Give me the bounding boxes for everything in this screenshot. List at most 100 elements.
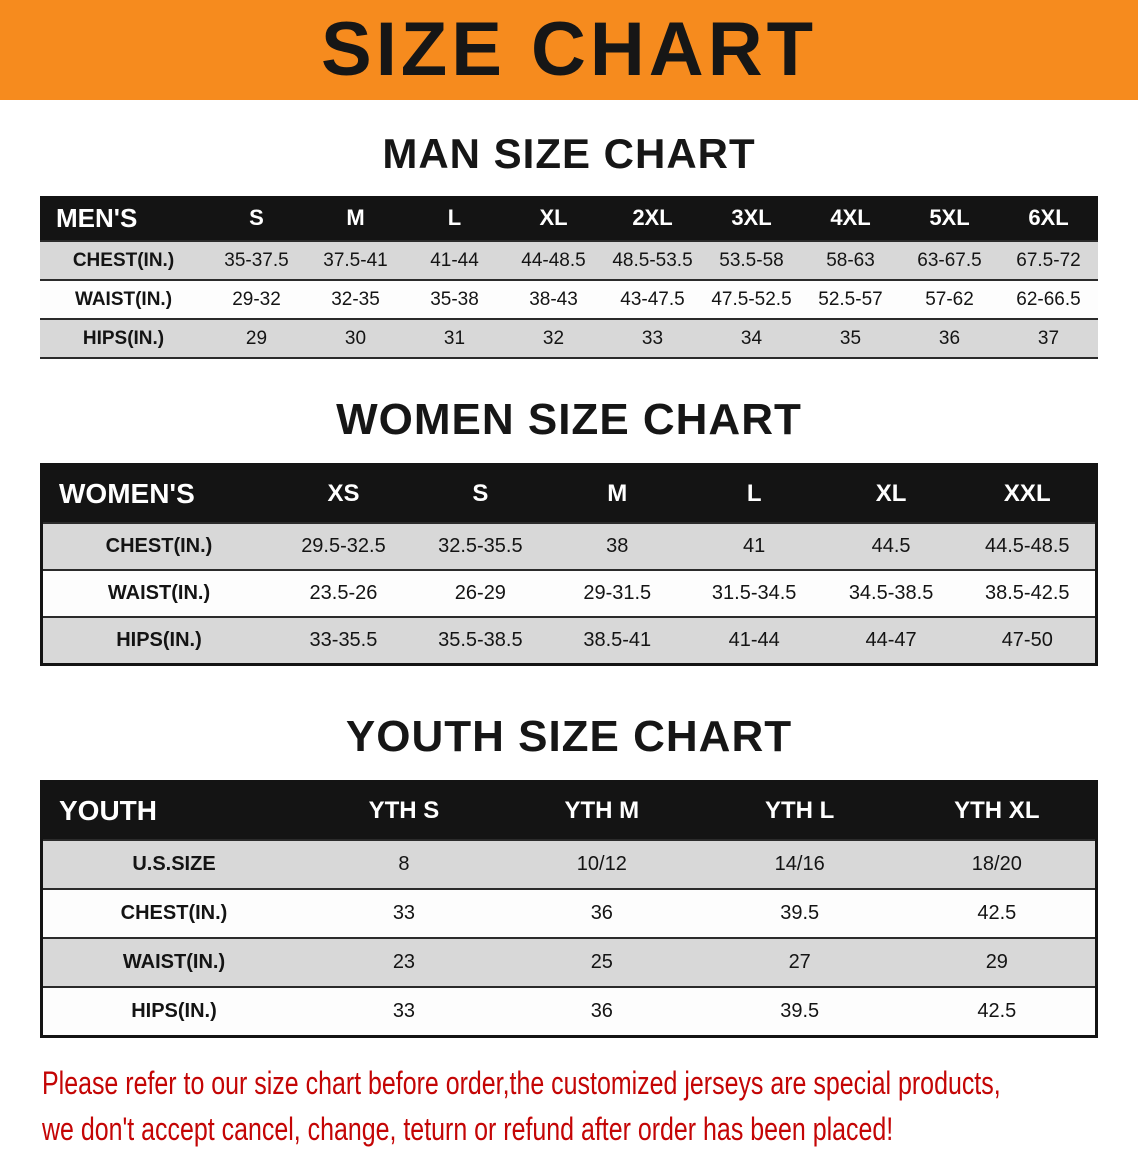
size-value-cell: 42.5 <box>977 1000 1017 1022</box>
row-label-cell: HIPS(IN.) <box>116 629 202 651</box>
size-value-cell: 47-50 <box>1001 629 1053 651</box>
measurement-row: CHEST(IN.) 35-37.5 37.5-41 41-44 44-48.5 48.5… <box>40 241 1098 280</box>
size-column-header: YTH M <box>502 781 701 840</box>
women-section-heading: WOMEN SIZE CHART <box>336 395 802 444</box>
size-value-cell: 36 <box>938 327 961 349</box>
table-title-cell: WOMEN'S <box>41 464 275 523</box>
row-label-cell: CHEST(IN.) <box>72 249 175 271</box>
size-value-cell: 62-66.5 <box>1016 288 1081 310</box>
size-value-cell: 53.5-58 <box>719 249 784 271</box>
size-value-cell: 42.5 <box>977 902 1017 924</box>
header-row: WOMEN'S XS S M L XL XXL <box>41 464 1097 523</box>
youth-section: YOUTH SIZE CHART YOUTH YTH S YTH M YTH L YTH… <box>0 712 1138 1038</box>
measurement-row: HIPS(IN.) 33 36 39.5 42.5 <box>41 987 1097 1037</box>
size-column-header: 5XL <box>900 196 999 241</box>
notice-line-2: we don't accept cancel, change, teturn o… <box>42 1111 894 1148</box>
row-label-cell: HIPS(IN.) <box>82 327 165 349</box>
size-value-cell: 32 <box>542 327 565 349</box>
women-size-table: WOMEN'S XS S M L XL XXL CHEST(IN.) 29.5-32.5 32.5… <box>40 463 1098 666</box>
size-value-cell: 39.5 <box>780 902 820 924</box>
size-value-cell: 27 <box>788 951 811 973</box>
size-value-cell: 63-67.5 <box>917 249 982 271</box>
size-column-header: 3XL <box>702 196 801 241</box>
size-value-cell: 39.5 <box>780 1000 820 1022</box>
notice-line-2-wrap: we don't accept cancel, change, teturn o… <box>42 1106 1138 1152</box>
men-size-table: MEN'S S M L XL 2XL 3XL 4XL 5XL 6XL CHEST(IN.) 35-37… <box>40 196 1098 359</box>
size-value-cell: 33 <box>392 1000 416 1022</box>
header-row: YOUTH YTH S YTH M YTH L YTH XL <box>41 781 1097 840</box>
size-value-cell: 36 <box>590 902 613 924</box>
notice-line-1-wrap: Please refer to our size chart before or… <box>42 1060 1138 1106</box>
size-value-cell: 41-44 <box>728 629 780 651</box>
size-column-header: 4XL <box>801 196 900 241</box>
row-label-cell: WAIST(IN.) <box>107 582 211 604</box>
size-value-cell: 35.5-38.5 <box>438 629 523 651</box>
size-value-cell: 23 <box>392 951 416 973</box>
size-value-cell: 67.5-72 <box>1016 249 1081 271</box>
measurement-row: HIPS(IN.) 33-35.5 35.5-38.5 38.5-41 41-44 44-… <box>41 617 1097 665</box>
size-column-header: 6XL <box>999 196 1098 241</box>
size-value-cell: 35 <box>839 327 862 349</box>
size-value-cell: 32-35 <box>331 288 380 310</box>
size-value-cell: 44-48.5 <box>521 249 586 271</box>
size-column-header: XXL <box>959 464 1097 523</box>
size-value-cell: 8 <box>398 853 410 875</box>
page-title: SIZE CHART <box>321 7 817 92</box>
size-column-header: L <box>405 196 504 241</box>
size-column-header: YTH S <box>305 781 503 840</box>
size-value-cell: 43-47.5 <box>620 288 685 310</box>
size-value-cell: 34.5-38.5 <box>848 582 934 604</box>
size-value-cell: 32.5-35.5 <box>438 535 523 557</box>
size-column-header: YTH L <box>700 781 899 840</box>
men-section: MAN SIZE CHART MEN'S S M L XL 2XL 3XL 4XL 5XL 6XL… <box>0 130 1138 359</box>
size-value-cell: 23.5-26 <box>309 582 378 604</box>
size-value-cell: 37.5-41 <box>323 249 388 271</box>
size-column-header: M <box>306 196 405 241</box>
size-value-cell: 18/20 <box>971 853 1022 875</box>
size-value-cell: 47.5-52.5 <box>711 288 792 310</box>
size-value-cell: 14/16 <box>774 853 825 875</box>
measurement-row: CHEST(IN.) 29.5-32.5 32.5-35.5 38 41 44.5 44.5… <box>41 523 1097 570</box>
size-value-cell: 10/12 <box>576 853 627 875</box>
size-value-cell: 35-38 <box>430 288 479 310</box>
size-value-cell: 34 <box>740 327 763 349</box>
table-title-cell: YOUTH <box>41 781 305 840</box>
measurement-row: WAIST(IN.) 23.5-26 26-29 29-31.5 31.5-34.5 34… <box>41 570 1097 617</box>
measurement-row: HIPS(IN.) 29 30 31 32 33 34 35 36 37 <box>40 319 1098 358</box>
measurement-row: CHEST(IN.) 33 36 39.5 42.5 <box>41 889 1097 938</box>
size-value-cell: 38.5-42.5 <box>985 582 1070 604</box>
notice-line-1: Please refer to our size chart before or… <box>42 1065 1001 1101</box>
size-value-cell: 38 <box>606 535 629 557</box>
row-label-cell: WAIST(IN.) <box>122 951 226 973</box>
size-value-cell: 44-47 <box>865 629 917 651</box>
size-value-cell: 29.5-32.5 <box>301 535 386 557</box>
row-label-cell: HIPS(IN.) <box>131 1000 217 1022</box>
men-section-heading: MAN SIZE CHART <box>382 130 756 177</box>
size-value-cell: 29 <box>245 327 268 349</box>
women-section: WOMEN SIZE CHART WOMEN'S XS S M L XL XXL CHEST(… <box>0 395 1138 666</box>
size-value-cell: 44.5-48.5 <box>985 535 1070 557</box>
row-label-cell: U.S.SIZE <box>132 853 216 875</box>
size-column-header: L <box>685 464 823 523</box>
size-value-cell: 35-37.5 <box>224 249 289 271</box>
size-value-cell: 38.5-41 <box>583 629 652 651</box>
size-column-header: XL <box>504 196 603 241</box>
size-value-cell: 36 <box>590 1000 613 1022</box>
size-value-cell: 29-32 <box>232 288 281 310</box>
size-value-cell: 31.5-34.5 <box>711 582 797 604</box>
size-value-cell: 31 <box>443 327 466 349</box>
order-policy-notice: Please refer to our size chart before or… <box>42 1060 1138 1153</box>
size-value-cell: 29 <box>985 951 1008 973</box>
youth-size-table: YOUTH YTH S YTH M YTH L YTH XL U.S.SIZE 8 10/12… <box>40 780 1098 1038</box>
size-value-cell: 30 <box>344 327 367 349</box>
header-row: MEN'S S M L XL 2XL 3XL 4XL 5XL 6XL <box>40 196 1098 241</box>
size-value-cell: 41 <box>743 535 766 557</box>
size-column-header: YTH XL <box>898 781 1097 840</box>
size-column-header: 2XL <box>603 196 702 241</box>
size-column-header: S <box>207 196 306 241</box>
size-column-header: S <box>411 464 549 523</box>
size-value-cell: 58-63 <box>826 249 875 271</box>
size-value-cell: 25 <box>590 951 613 973</box>
measurement-row: U.S.SIZE 8 10/12 14/16 18/20 <box>41 840 1097 889</box>
